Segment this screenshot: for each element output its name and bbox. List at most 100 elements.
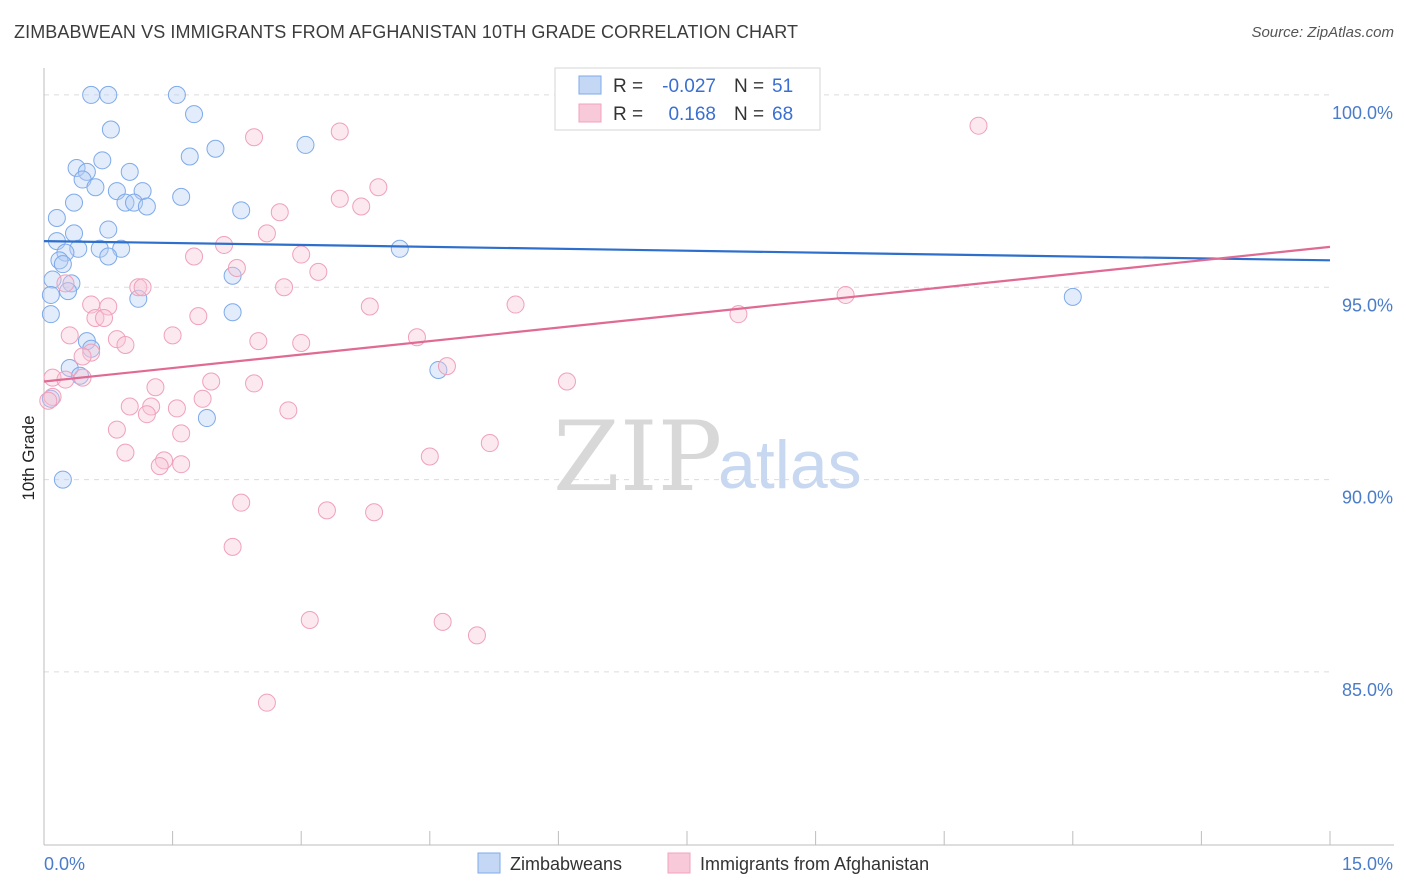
point-afghanistan [275, 278, 294, 297]
x-tick-label-min: 0.0% [44, 854, 85, 874]
legend-r-label-2: R = [613, 104, 643, 125]
x-tick-label-max: 15.0% [1342, 854, 1393, 874]
point-afghanistan [193, 389, 212, 408]
point-afghanistan [116, 335, 135, 354]
trend-line-afghanistan [43, 245, 1331, 383]
point-afghanistan [433, 612, 452, 631]
point-afghanistan [223, 537, 242, 556]
point-afghanistan [82, 343, 101, 362]
point-afghanistan [292, 245, 311, 264]
point-zimbabweans [53, 470, 72, 489]
point-zimbabweans [137, 197, 156, 216]
point-afghanistan [245, 128, 264, 147]
point-afghanistan [189, 307, 208, 326]
point-afghanistan [506, 295, 525, 314]
point-zimbabweans [223, 303, 242, 322]
point-afghanistan [309, 262, 328, 281]
point-afghanistan [330, 122, 349, 141]
bottom-legend-swatch-afghanistan [667, 852, 691, 874]
watermark-atlas: atlas [718, 427, 862, 503]
point-afghanistan [969, 116, 988, 135]
point-afghanistan [317, 501, 336, 520]
point-zimbabweans [172, 187, 191, 206]
point-afghanistan [257, 224, 276, 243]
point-afghanistan [60, 326, 79, 345]
point-afghanistan [56, 274, 75, 293]
point-zimbabweans [390, 239, 409, 258]
bottom-legend-swatch-zimbabweans [477, 852, 501, 874]
points-layer [39, 85, 1082, 712]
point-afghanistan [420, 447, 439, 466]
point-afghanistan [95, 309, 114, 328]
point-afghanistan [360, 297, 379, 316]
point-afghanistan [116, 443, 135, 462]
y-tick-label: 100.0% [1332, 103, 1393, 123]
chart-title: ZIMBABWEAN VS IMMIGRANTS FROM AFGHANISTA… [14, 22, 799, 42]
point-afghanistan [39, 391, 58, 410]
point-zimbabweans [197, 409, 216, 428]
point-zimbabweans [185, 105, 204, 124]
point-zimbabweans [232, 201, 251, 220]
point-zimbabweans [99, 247, 118, 266]
point-afghanistan [202, 372, 221, 391]
point-zimbabweans [99, 85, 118, 104]
point-afghanistan [270, 203, 289, 222]
legend-swatch-zimbabweans [578, 75, 602, 95]
point-zimbabweans [82, 85, 101, 104]
point-afghanistan [129, 278, 148, 297]
trend-line-zimbabweans [43, 239, 1331, 262]
point-afghanistan [257, 693, 276, 712]
legend-n-label-1: N = [734, 76, 764, 97]
point-zimbabweans [60, 359, 79, 378]
point-afghanistan [292, 334, 311, 353]
point-afghanistan [249, 332, 268, 351]
point-afghanistan [232, 493, 251, 512]
legend-n-value-2: 68 [772, 104, 793, 125]
point-afghanistan [163, 326, 182, 345]
point-zimbabweans [53, 255, 72, 274]
point-afghanistan [137, 405, 156, 424]
point-zimbabweans [1063, 287, 1082, 306]
point-zimbabweans [296, 135, 315, 154]
point-afghanistan [836, 285, 855, 304]
legend-r-value-1: -0.027 [662, 76, 716, 97]
point-zimbabweans [71, 366, 90, 385]
point-zimbabweans [67, 159, 86, 178]
point-afghanistan [365, 503, 384, 522]
point-zimbabweans [41, 285, 60, 304]
point-afghanistan [150, 457, 169, 476]
y-tick-label: 90.0% [1342, 488, 1393, 508]
point-zimbabweans [167, 85, 186, 104]
point-afghanistan [300, 610, 319, 629]
bottom-legend-label-afghanistan: Immigrants from Afghanistan [700, 854, 929, 874]
point-afghanistan [167, 399, 186, 418]
legend-swatch-afghanistan [578, 103, 602, 123]
point-afghanistan [227, 259, 246, 278]
point-afghanistan [146, 378, 165, 397]
legend-r-value-2: 0.168 [668, 104, 716, 125]
point-zimbabweans [180, 147, 199, 166]
point-afghanistan [279, 401, 298, 420]
series-legend: Zimbabweans Immigrants from Afghanistan [477, 852, 929, 874]
point-afghanistan [107, 420, 126, 439]
y-tick-label: 95.0% [1342, 295, 1393, 315]
point-zimbabweans [429, 360, 448, 379]
point-afghanistan [172, 455, 191, 474]
legend-n-label-2: N = [734, 104, 764, 125]
watermark-zip: ZIP [553, 401, 722, 513]
y-axis-label: 10th Grade [19, 415, 38, 500]
grid-layer [44, 94, 1330, 673]
point-afghanistan [120, 397, 139, 416]
point-afghanistan [352, 197, 371, 216]
point-afghanistan [133, 278, 152, 297]
point-afghanistan [437, 357, 456, 376]
y-tick-label: 85.0% [1342, 680, 1393, 700]
point-zimbabweans [93, 151, 112, 170]
point-afghanistan [369, 178, 388, 197]
bottom-legend-label-zimbabweans: Zimbabweans [510, 854, 622, 874]
watermark: ZIP atlas [553, 401, 862, 513]
point-zimbabweans [47, 209, 66, 228]
correlation-legend: R = -0.027 N = 51 R = 0.168 N = 68 [554, 67, 821, 131]
point-afghanistan [330, 189, 349, 208]
